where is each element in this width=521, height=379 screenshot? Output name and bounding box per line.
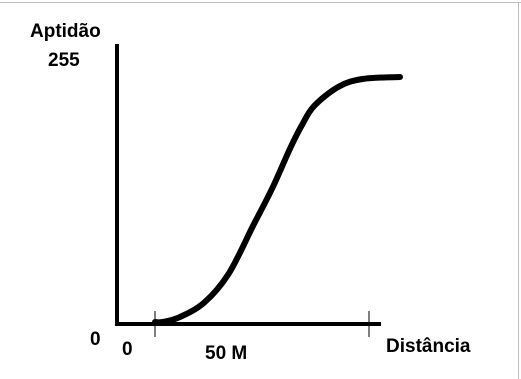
y-tick-label-bottom: 0 (90, 329, 101, 350)
series-line-0 (152, 74, 403, 326)
y-tick-label-top: 255 (48, 50, 80, 71)
figure-border-right (518, 2, 519, 379)
figure-border-top (0, 2, 521, 3)
y-axis-title: Aptidão (30, 21, 101, 42)
series-layer (152, 74, 403, 326)
x-tick-label-50m: 50 M (205, 343, 247, 364)
x-axis-title: Distância (386, 336, 471, 357)
x-tick-label-start: 0 (122, 339, 133, 360)
